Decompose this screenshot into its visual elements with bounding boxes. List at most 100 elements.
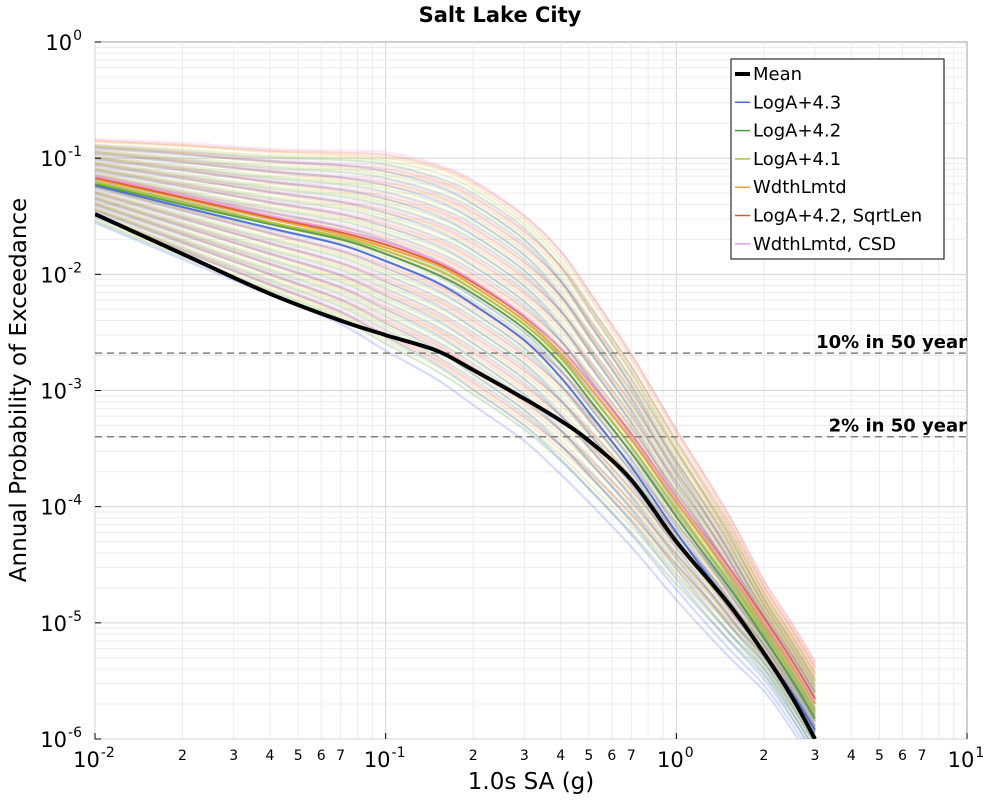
series-variant-line [95,162,816,700]
x-minor-tick-label: 7 [336,748,345,764]
series-variant-line [95,155,816,683]
legend-label: WdthLmtd [753,177,847,198]
x-minor-tick-label: 2 [469,748,478,764]
reference-line-label: 2% in 50 year [829,416,967,437]
series-variant-line [95,195,816,723]
series-variant-line [95,198,814,739]
legend-label: LogA+4.3 [753,92,841,113]
legend-label: LogA+4.2 [753,121,841,142]
series-variant-line [95,145,816,682]
series-variant-line [95,213,816,737]
x-minor-tick-label: 3 [811,748,820,764]
y-tick-label: 10-3 [40,377,82,404]
series-variant-line [95,144,816,676]
series-variant-line [95,208,816,732]
series-variant-line [95,198,816,725]
x-tick-label: 10-2 [73,745,115,772]
series-variant-line [95,160,816,688]
series-variant-line [95,212,814,739]
x-minor-tick-label: 5 [294,748,303,764]
series-variant-line [95,147,816,694]
series-variant-line [95,161,816,693]
legend-label: Mean [753,64,802,85]
legend-items: Mean LogA+4.3 LogA+4.2 LogA+4.1 WdthLmtd LogA… [735,64,922,255]
x-minor-tick-label: 6 [317,748,326,764]
x-minor-tick-label: 6 [898,748,907,764]
series-variant-line [95,140,816,668]
legend-box [730,58,945,260]
series-variant-line [95,218,811,739]
series-variant-line [95,149,816,682]
chart-title: Salt Lake City [419,3,582,27]
y-tick-label: 10-1 [40,144,82,171]
x-minor-tick-label: 6 [607,748,616,764]
x-minor-tick-label: 5 [875,748,884,764]
x-tick-label: 101 [948,745,985,772]
x-minor-tick-label: 7 [918,748,927,764]
series-variant-line [95,150,816,675]
y-tick-label: 100 [45,28,82,55]
x-minor-tick-label: 3 [520,748,529,764]
series-variant-line [95,214,810,739]
series-variant-line [95,196,816,720]
series-variant-line [95,216,803,739]
series-variant-line [95,208,814,739]
series-variant-line [95,192,816,719]
legend-label: LogA+4.1 [753,149,841,170]
series-variant-line [95,185,816,722]
x-tick-label: 100 [657,745,694,772]
reference-line-label: 10% in 50 year [816,332,967,353]
legend-label: LogA+4.2, SqrtLen [753,206,922,227]
y-axis-label: Annual Probability of Exceedance [6,198,32,582]
series-line-mean [95,212,817,739]
reference-lines: 10% in 50 year 2% in 50 year [95,332,967,438]
legend: Mean LogA+4.3 LogA+4.2 LogA+4.1 WdthLmtd LogA… [730,58,945,260]
series-line-wdthlmtd-csd [95,175,816,703]
series-variant-line [95,167,816,692]
series-variant-line [95,149,816,677]
series-variant-line [95,158,816,685]
series-variant-line [95,156,816,680]
series-variant-line [95,146,816,674]
series-variant-line [95,220,807,739]
series-line-loga-4-2 [95,182,816,720]
series-variant-line [95,173,816,697]
x-minor-tick-label: 4 [556,748,565,764]
series-variant-line [95,162,816,686]
x-minor-tick-label: 4 [266,748,275,764]
x-tick-label: 10-1 [364,745,406,772]
series-variant-line [95,139,816,663]
series-variant-line [95,137,816,665]
x-minor-tick-label: 4 [847,748,856,764]
series-variant-line [95,163,816,691]
series-variant-line [95,164,816,711]
series-variant-line [95,166,816,699]
series-variant-line [95,202,816,739]
series-variant-line [95,153,816,699]
series-variant-line [95,145,816,669]
series-variant-line [95,157,816,694]
series-variant-line [95,152,816,679]
x-minor-tick-label: 2 [178,748,187,764]
series-variant-line [95,195,816,728]
y-tick-label: 10-2 [40,260,82,287]
x-minor-tick-label: 2 [759,748,768,764]
x-minor-tick-label: 3 [229,748,238,764]
series-variant-line [95,169,816,697]
series-variant-line [95,185,816,709]
series-variant-line [95,166,816,694]
y-tick-label: 10-5 [40,609,82,636]
series-variant-line [95,143,816,671]
x-axis-label: 1.0s SA (g) [468,769,595,795]
legend-label: WdthLmtd, CSD [753,234,896,255]
series-variant-line [95,174,816,711]
series-variant-line [95,212,816,739]
series-variant-line [95,191,816,728]
series-variant-line [95,215,815,739]
series-variant-line [95,155,816,688]
series-variant-line [95,189,816,722]
series-variant-line [95,209,816,737]
series-variant-line [95,151,816,688]
